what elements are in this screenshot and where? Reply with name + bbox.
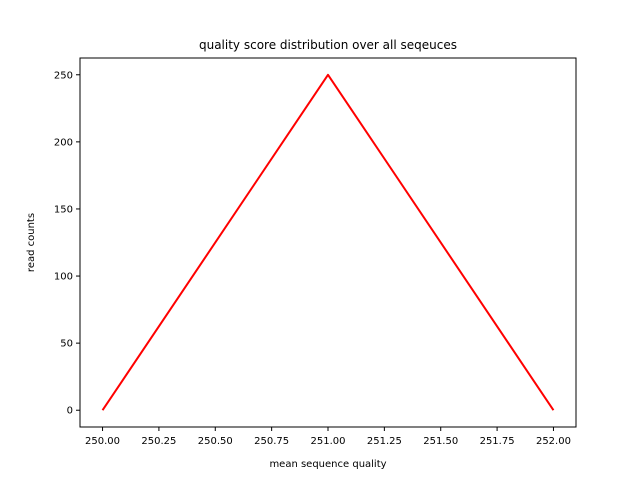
x-tick-label: 251.00: [311, 436, 346, 447]
x-tick-label: 250.75: [254, 436, 289, 447]
y-tick-label: 150: [54, 204, 73, 215]
plot-area: [101, 73, 555, 411]
y-tick-label: 250: [54, 70, 73, 81]
y-axis-label: read counts: [26, 213, 37, 272]
x-tick-label: 250.00: [85, 436, 120, 447]
x-axis-label: mean sequence quality: [269, 459, 386, 470]
series-line: [101, 73, 555, 411]
x-axis: 250.00 250.25 250.50 250.75 251.00 251.25 251.…: [85, 427, 571, 447]
y-tick-label: 100: [54, 272, 73, 283]
y-axis: 0 50 100 150 200 250: [54, 70, 80, 417]
chart-title: quality score distribution over all seqe…: [199, 38, 457, 52]
x-tick-label: 252.00: [536, 436, 571, 447]
y-tick-label: 0: [67, 406, 73, 417]
y-tick-label: 200: [54, 137, 73, 148]
y-tick-label: 50: [60, 339, 73, 350]
x-tick-label: 250.50: [198, 436, 233, 447]
x-tick-label: 251.75: [480, 436, 515, 447]
x-tick-label: 250.25: [141, 436, 176, 447]
x-tick-label: 251.25: [367, 436, 402, 447]
x-tick-label: 251.50: [423, 436, 458, 447]
